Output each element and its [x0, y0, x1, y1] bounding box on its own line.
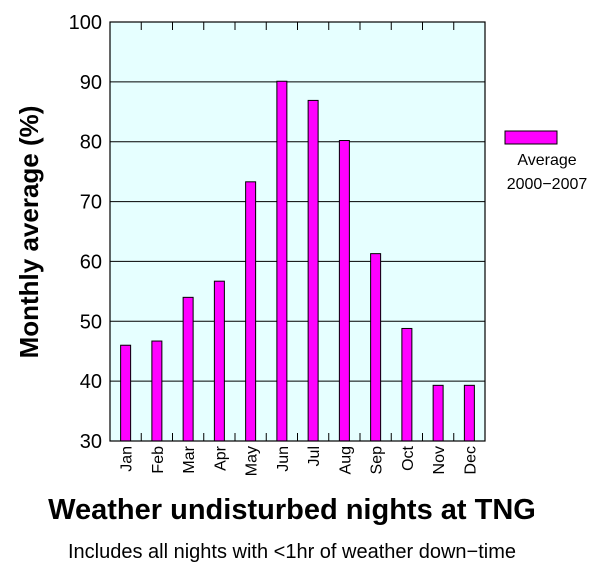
- x-category-label: Sep: [369, 446, 386, 475]
- legend-label-line1: Average: [517, 152, 576, 169]
- chart-title: Weather undisturbed nights at TNG: [48, 494, 536, 526]
- x-category-label: Oct: [400, 445, 417, 470]
- y-tick-label: 60: [80, 251, 102, 273]
- y-axis-label: Monthly average (%): [14, 106, 44, 359]
- y-tick-label: 50: [80, 311, 102, 333]
- bar-nov: [432, 384, 444, 442]
- x-category-label: Jan: [119, 446, 136, 472]
- y-tick-label: 40: [80, 371, 102, 393]
- y-tick-label: 100: [69, 12, 102, 34]
- bar-mar: [182, 296, 194, 442]
- x-category-label: Jul: [306, 446, 323, 466]
- bar-aug: [338, 140, 350, 442]
- grid-lines: [110, 81, 485, 382]
- bar-may: [245, 181, 257, 442]
- bar-oct: [401, 327, 413, 442]
- x-category-label: Mar: [181, 445, 198, 473]
- bar-sep: [370, 253, 382, 442]
- bar-apr: [213, 280, 225, 442]
- y-axis-ticks: 30 40 50 60 70 80 90 100: [69, 12, 102, 453]
- x-category-label: Dec: [462, 446, 479, 474]
- bar-jun: [276, 80, 288, 442]
- chart-subtitle: Includes all nights with <1hr of weather…: [67, 541, 517, 563]
- y-tick-label: 90: [80, 72, 102, 94]
- x-category-label: May: [244, 446, 261, 476]
- legend: Average 2000−2007: [504, 130, 588, 193]
- bar-dec: [463, 384, 475, 442]
- bar-feb: [151, 340, 163, 442]
- y-tick-label: 70: [80, 192, 102, 214]
- chart: 30 40 50 60 70 80 90 100 Jan Feb Mar Apr May Jun Jul A…: [14, 12, 588, 476]
- legend-label-line2: 2000−2007: [507, 176, 588, 193]
- x-axis-categories: Jan Feb Mar Apr May Jun Jul Aug Sep Oct Nov Dec: [119, 445, 480, 476]
- x-category-label: Jun: [275, 446, 292, 472]
- bar-jul: [307, 99, 319, 442]
- plot-area: [110, 22, 485, 441]
- legend-swatch: [504, 130, 558, 145]
- x-category-label: Aug: [337, 446, 354, 474]
- y-tick-label: 30: [80, 431, 102, 453]
- x-category-label: Apr: [212, 445, 229, 471]
- x-category-label: Nov: [431, 446, 448, 474]
- y-tick-label: 80: [80, 132, 102, 154]
- x-category-label: Feb: [150, 446, 167, 474]
- bar-jan: [120, 344, 132, 442]
